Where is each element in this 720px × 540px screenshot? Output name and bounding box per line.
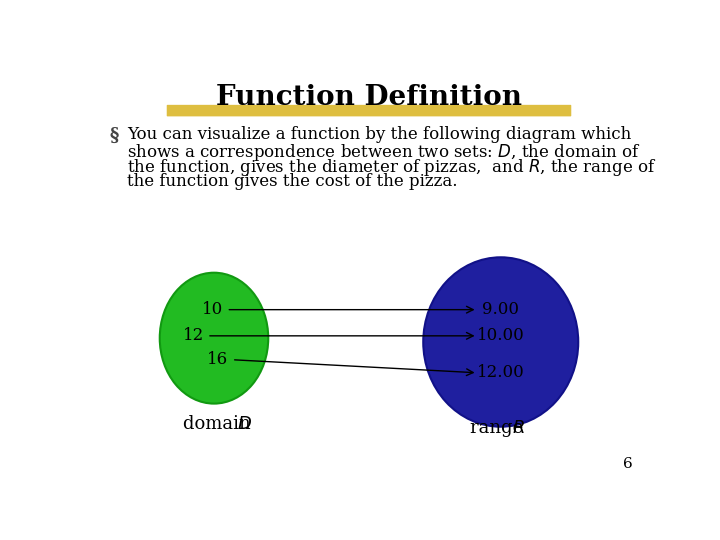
Text: You can visualize a function by the following diagram which: You can visualize a function by the foll… [127,126,631,144]
Text: 12: 12 [182,327,204,345]
FancyBboxPatch shape [167,105,571,117]
Text: 6: 6 [623,457,632,471]
Text: the function gives the cost of the pizza.: the function gives the cost of the pizza… [127,173,458,190]
Text: §: § [109,126,119,144]
Text: domain: domain [183,415,256,433]
Text: $R$: $R$ [513,419,525,437]
Text: $D$: $D$ [238,415,252,433]
Text: 12.00: 12.00 [477,364,525,381]
Text: 10: 10 [202,301,223,318]
Text: range: range [469,419,528,437]
Text: 9.00: 9.00 [482,301,519,318]
Ellipse shape [160,273,269,403]
Text: the function, gives the diameter of pizzas,  and $R$, the range of: the function, gives the diameter of pizz… [127,157,657,178]
Ellipse shape [423,257,578,427]
Text: shows a correspondence between two sets: $D$, the domain of: shows a correspondence between two sets:… [127,142,641,163]
Text: Function Definition: Function Definition [216,84,522,111]
Text: 16: 16 [207,351,228,368]
Text: 10.00: 10.00 [477,327,525,345]
